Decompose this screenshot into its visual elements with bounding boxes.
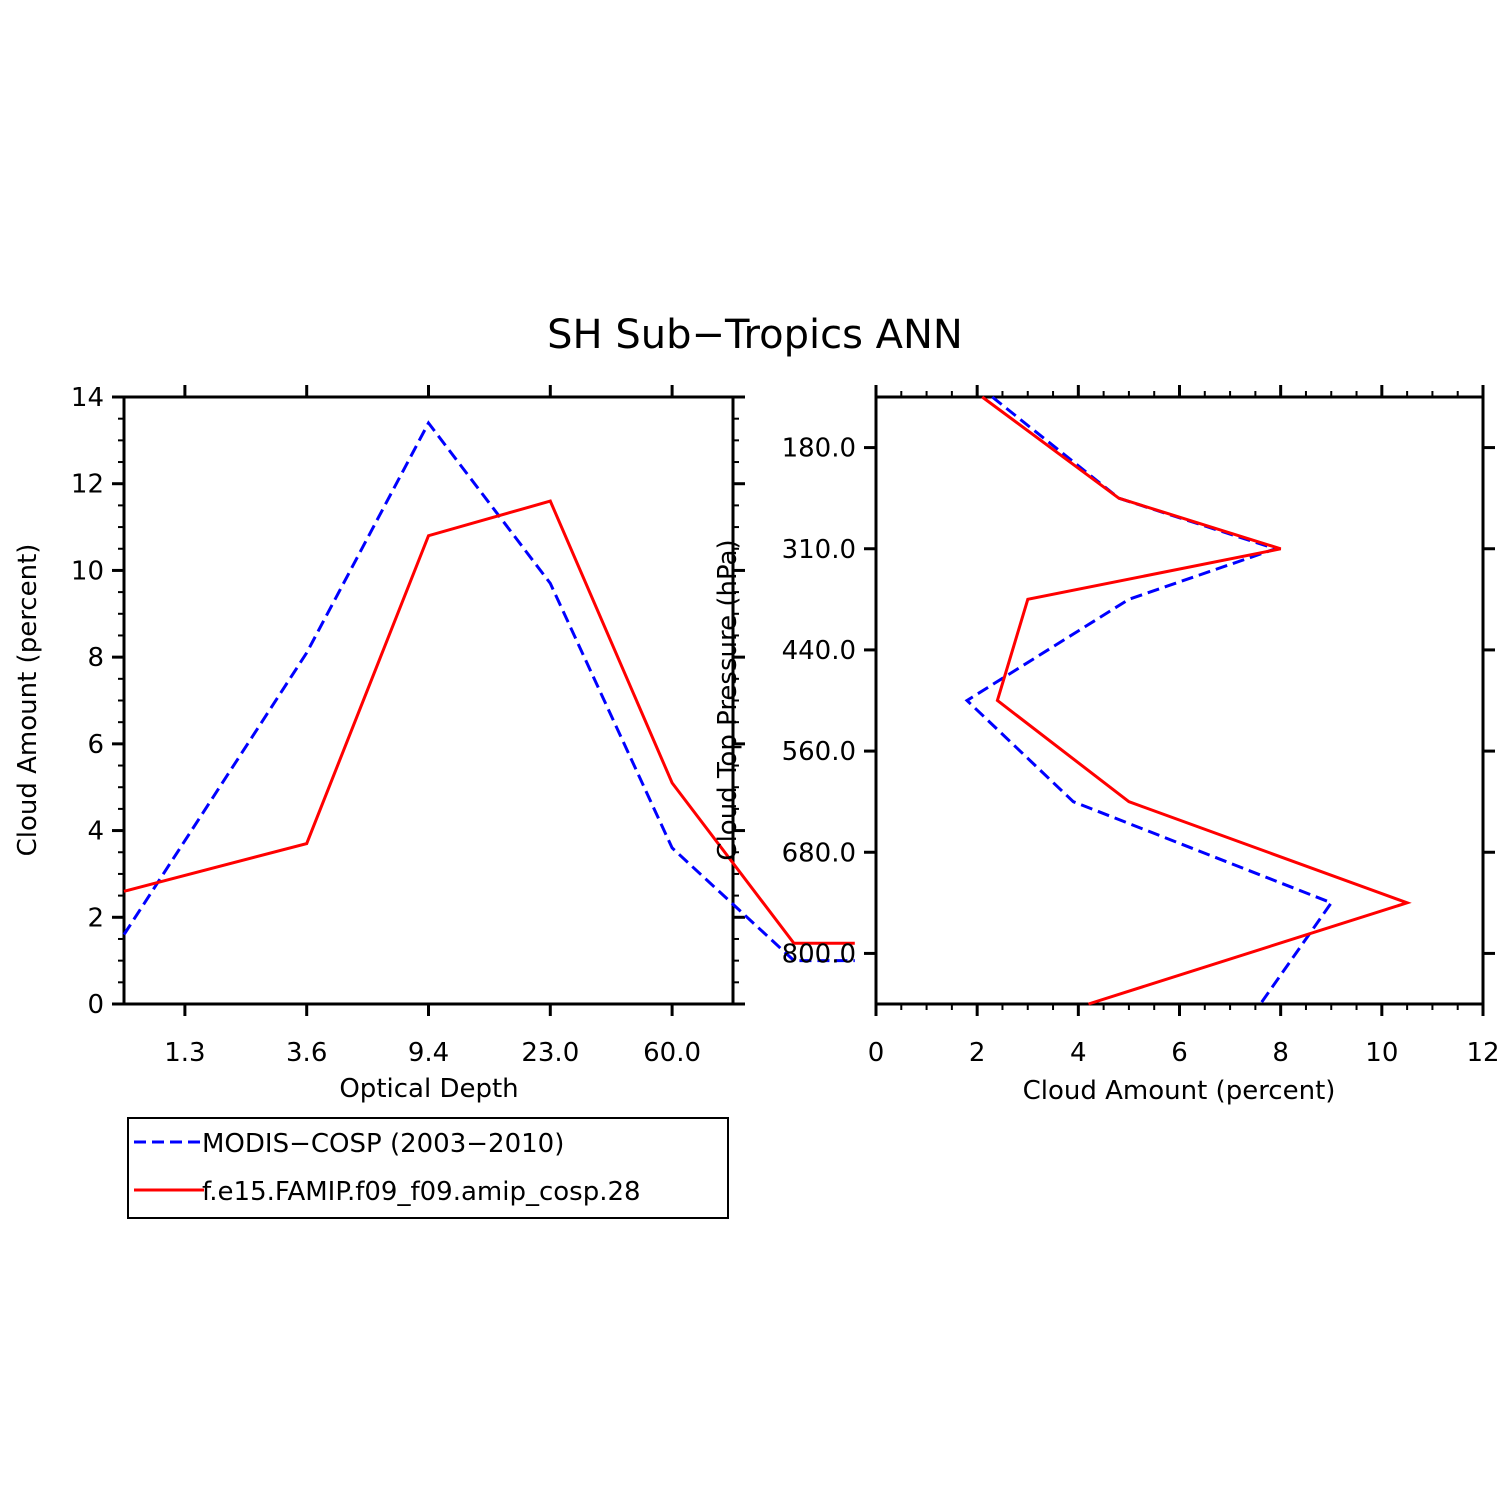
left-y-tick-label: 14 <box>71 383 104 413</box>
right-series-obs <box>964 395 1334 1005</box>
left-y-tick-label: 10 <box>71 556 104 586</box>
left-series-model <box>123 499 855 945</box>
right-x-tick-label: 10 <box>1365 1038 1398 1068</box>
right-x-tick-label: 0 <box>868 1038 885 1068</box>
right-x-tick-label: 2 <box>969 1038 986 1068</box>
left-x-axis-label: Optical Depth <box>339 1074 518 1104</box>
right-x-tick-label: 8 <box>1272 1038 1289 1068</box>
left-y-tick-label: 12 <box>71 470 104 500</box>
left-plot-frame <box>122 395 735 1006</box>
cloud-top-pressure-panel: 180.0 310.0 440.0 560.0 680.0 800.0 0 2 4 6 8 10 12… <box>713 385 1500 1106</box>
right-y-tick-label: 560.0 <box>782 737 856 767</box>
right-x-tick-label: 4 <box>1070 1038 1087 1068</box>
right-x-tick-label: 6 <box>1171 1038 1188 1068</box>
chart-title: SH Sub−Tropics ANN <box>547 312 963 358</box>
right-x-tick-label: 12 <box>1466 1038 1499 1068</box>
left-series-obs <box>122 420 855 963</box>
right-y-tick-label: 440.0 <box>782 636 856 666</box>
left-y-tick-label: 6 <box>87 730 104 760</box>
left-x-tick-label: 1.3 <box>164 1038 205 1068</box>
legend: MODIS−COSP (2003−2010) f.e15.FAMIP.f09_f… <box>127 1117 729 1219</box>
right-y-tick-label: 310.0 <box>782 535 856 565</box>
left-x-tick-label: 60.0 <box>643 1038 701 1068</box>
optical-depth-panel: 0 2 4 6 8 10 12 14 1.3 3.6 9.4 23.0 60.0 Optical De… <box>13 383 855 1104</box>
left-y-tick-label: 4 <box>87 817 104 847</box>
left-x-tick-label: 3.6 <box>286 1038 327 1068</box>
left-x-tick-label: 9.4 <box>408 1038 449 1068</box>
left-y-tick-label: 8 <box>87 643 104 673</box>
right-y-tick-label: 180.0 <box>782 434 856 464</box>
left-y-tick-label: 0 <box>87 990 104 1020</box>
right-series-model <box>981 395 1412 1006</box>
legend-label-model: f.e15.FAMIP.f09_f09.amip_cosp.28 <box>202 1177 641 1207</box>
right-x-axis-label: Cloud Amount (percent) <box>1023 1076 1336 1106</box>
left-y-tick-label: 2 <box>87 903 104 933</box>
legend-box <box>127 1117 729 1219</box>
legend-label-obs: MODIS−COSP (2003−2010) <box>202 1129 564 1159</box>
right-y-axis-label: Cloud Top Pressure (hPa) <box>713 539 743 860</box>
right-y-tick-label: 800.0 <box>782 939 856 969</box>
left-x-tick-label: 23.0 <box>521 1038 579 1068</box>
left-y-axis-label: Cloud Amount (percent) <box>13 544 43 857</box>
right-y-tick-label: 680.0 <box>782 838 856 868</box>
